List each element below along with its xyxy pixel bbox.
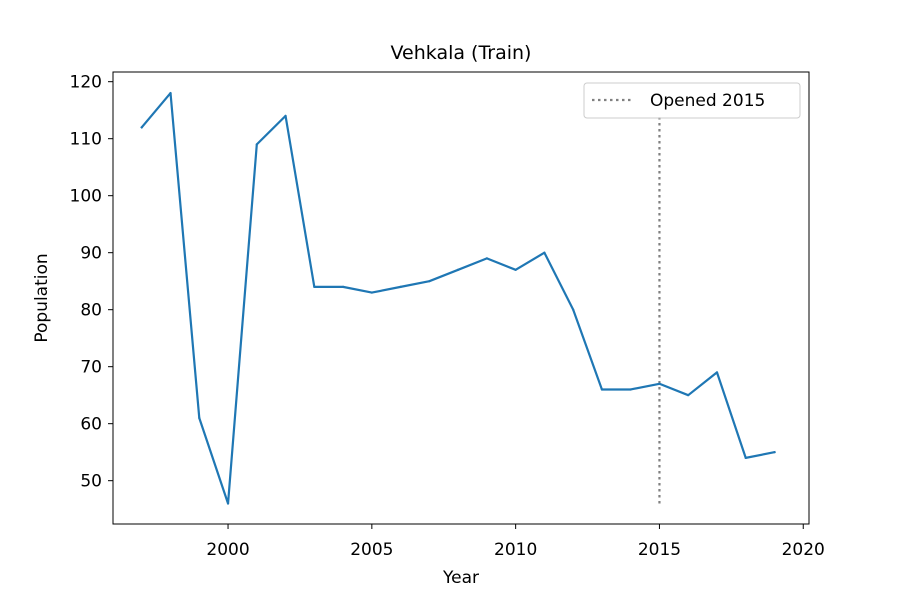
data-point [658,382,661,385]
data-point [715,371,719,374]
data-point [485,257,488,260]
data-point [428,280,431,283]
data-point [341,285,345,288]
series-line-population [140,91,776,505]
data-point [169,91,172,95]
x-tick-label: 2015 [638,540,681,560]
data-point [198,416,201,420]
data-point [226,502,230,505]
x-tick-label: 2000 [206,540,249,560]
y-tick-label: 80 [80,301,102,321]
legend-box [583,82,801,119]
data-point [543,251,546,254]
data-point [284,114,287,117]
y-tick-label: 90 [80,244,102,264]
y-tick-label: 100 [70,187,102,207]
plot-area [140,91,776,505]
x-axis-label: Year [442,568,479,588]
y-tick-label: 120 [70,73,102,93]
data-point [370,291,373,294]
x-tick-label: 2020 [782,540,825,560]
y-tick-label: 110 [70,130,102,150]
data-point [313,285,316,288]
x-axis-ticks: 2000 2005 2010 2015 2020 [206,524,825,560]
data-point [457,268,460,271]
data-point [773,451,776,454]
legend: Opened 2015 [583,82,801,119]
y-axis-label: Population [32,253,52,342]
chart-title: Vehkala (Train) [391,42,532,64]
data-point [255,143,258,146]
data-point [687,394,690,397]
x-tick-label: 2005 [350,540,393,560]
y-tick-label: 60 [80,415,102,435]
data-point [629,388,632,391]
y-tick-label: 50 [80,472,102,492]
data-point [600,388,604,391]
data-point [514,268,517,271]
data-point [399,285,402,288]
data-point [744,456,747,459]
legend-label-opened-2015: Opened 2015 [650,91,765,111]
data-point [572,308,575,311]
data-point [140,126,143,129]
y-tick-label: 70 [80,358,102,378]
x-tick-label: 2010 [494,540,537,560]
y-axis-ticks: 50 60 70 80 90 100 110 120 [70,73,113,492]
axes-frame [112,71,810,525]
